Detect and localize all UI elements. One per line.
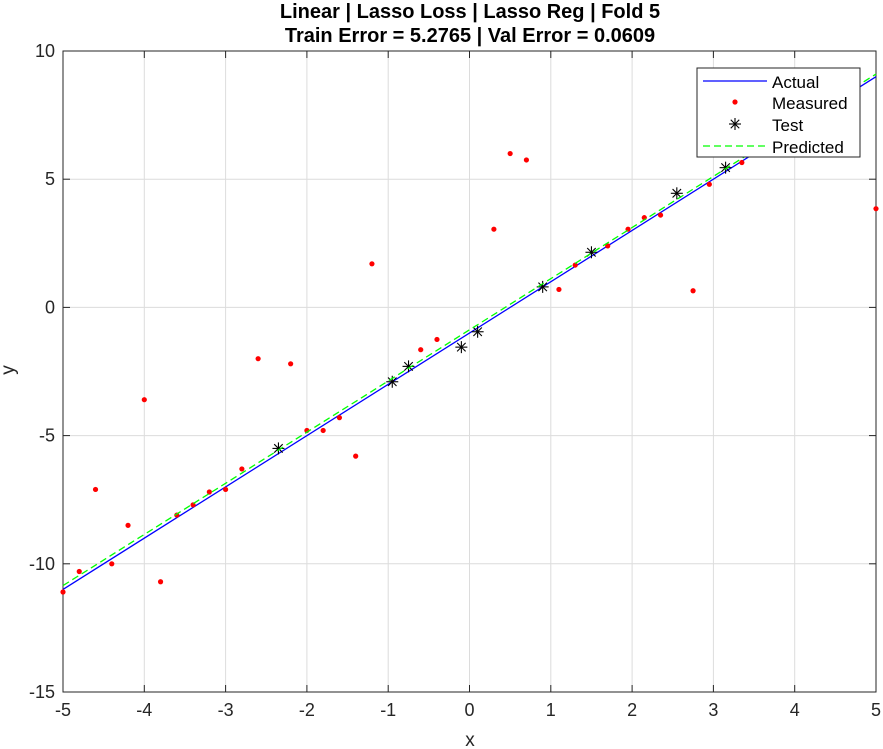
x-tick-label: 0 bbox=[464, 700, 474, 720]
legend-label-predicted: Predicted bbox=[772, 138, 844, 157]
legend-measured-marker bbox=[732, 99, 738, 105]
measured-point bbox=[141, 397, 147, 403]
x-tick-label: -1 bbox=[380, 700, 396, 720]
y-tick-label: -15 bbox=[29, 682, 55, 702]
y-tick-label: -10 bbox=[29, 554, 55, 574]
y-tick-label: -5 bbox=[39, 426, 55, 446]
measured-point bbox=[369, 261, 375, 267]
measured-point bbox=[556, 286, 562, 293]
test-point bbox=[471, 325, 484, 338]
measured-point bbox=[507, 150, 513, 157]
x-tick-label: -3 bbox=[218, 700, 234, 720]
measured-point bbox=[873, 206, 879, 212]
measured-point bbox=[706, 181, 712, 187]
chart-title-line2: Train Error = 5.2765 | Val Error = 0.060… bbox=[285, 25, 655, 47]
measured-point bbox=[92, 486, 99, 493]
test-point bbox=[402, 360, 415, 373]
series-layer bbox=[60, 73, 879, 595]
x-tick-label: 2 bbox=[627, 700, 637, 720]
legend-test-marker bbox=[729, 118, 741, 130]
measured-point bbox=[605, 243, 611, 249]
y-tick-label: 5 bbox=[45, 169, 55, 189]
y-axis-label: y bbox=[0, 365, 19, 375]
x-tick-label: -4 bbox=[136, 700, 152, 720]
test-point bbox=[455, 341, 468, 354]
measured-point bbox=[690, 288, 696, 294]
measured-point bbox=[336, 415, 343, 421]
legend-test-asterisk bbox=[729, 118, 741, 130]
legend-label-measured: Measured bbox=[772, 94, 848, 113]
measured-point bbox=[353, 453, 359, 459]
measured-point bbox=[288, 361, 294, 367]
measured-point bbox=[239, 466, 245, 472]
x-tick-label: -2 bbox=[299, 700, 315, 720]
measured-point bbox=[739, 159, 745, 166]
measured-point bbox=[206, 489, 212, 495]
legend: Actual Measured Test Predicted bbox=[696, 67, 861, 158]
measured-point bbox=[255, 356, 261, 362]
measured-point bbox=[491, 226, 497, 232]
measured-point bbox=[125, 522, 131, 528]
measured-point bbox=[60, 589, 66, 595]
test-point bbox=[272, 442, 285, 455]
measured-point bbox=[434, 336, 440, 343]
test-point bbox=[670, 187, 683, 200]
test-point bbox=[386, 375, 399, 388]
legend-label-test: Test bbox=[772, 116, 803, 135]
measured-point bbox=[157, 579, 164, 585]
x-axis-label: x bbox=[465, 730, 475, 749]
x-tick-label: 5 bbox=[871, 700, 881, 720]
legend-label-actual: Actual bbox=[772, 73, 819, 92]
measured-point bbox=[223, 486, 229, 493]
measured-point bbox=[523, 157, 530, 163]
chart-title-line1: Linear | Lasso Loss | Lasso Reg | Fold 5 bbox=[280, 1, 660, 23]
test-point bbox=[719, 161, 732, 174]
x-tick-label: 4 bbox=[790, 700, 800, 720]
measured-point bbox=[109, 561, 115, 567]
legend-box bbox=[696, 67, 861, 158]
x-tick-label: 1 bbox=[546, 700, 556, 720]
y-tick-label: 0 bbox=[45, 297, 55, 317]
measured-point bbox=[76, 568, 82, 575]
predicted-line bbox=[62, 73, 877, 587]
measured-point bbox=[657, 212, 664, 218]
measured-point bbox=[320, 427, 326, 434]
measured-point bbox=[572, 262, 578, 268]
x-tick-label: -5 bbox=[55, 700, 71, 720]
measured-point bbox=[418, 347, 424, 353]
y-tick-label: 10 bbox=[35, 41, 55, 61]
x-tick-label: 3 bbox=[708, 700, 718, 720]
